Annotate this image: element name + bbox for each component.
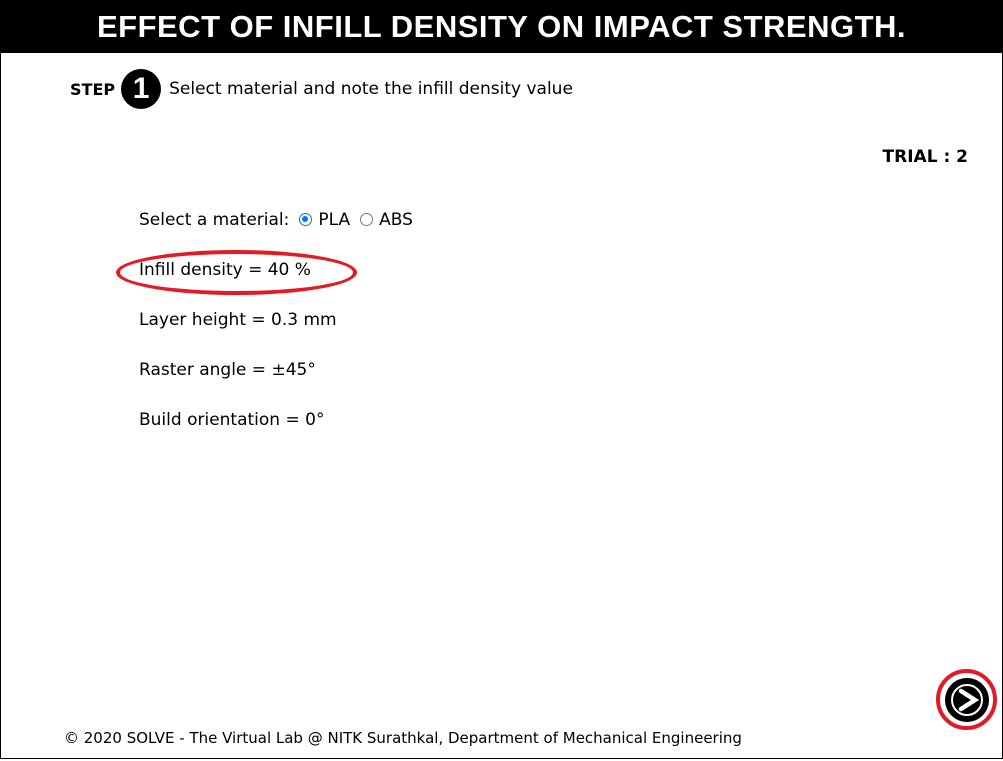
radio-pla[interactable]	[299, 213, 313, 226]
build-orientation-value: Build orientation = 0°	[139, 410, 325, 430]
step-label: STEP	[70, 79, 116, 99]
material-selector: Select a material: PLA ABS	[139, 210, 413, 230]
footer-copyright: © 2020 SOLVE - The Virtual Lab @ NITK Su…	[64, 729, 742, 747]
layer-height-value: Layer height = 0.3 mm	[139, 310, 337, 330]
radio-abs[interactable]	[360, 213, 374, 226]
raster-angle-value: Raster angle = ±45°	[139, 360, 316, 380]
infill-highlight-ellipse	[116, 250, 357, 295]
page-title: EFFECT OF INFILL DENSITY ON IMPACT STREN…	[0, 0, 1003, 53]
next-button[interactable]	[944, 677, 989, 722]
step-indicator: STEP 1 Select material and note the infi…	[70, 69, 573, 109]
radio-pla-label[interactable]: PLA	[318, 210, 351, 230]
next-button-highlight-ring	[936, 669, 997, 730]
trial-counter: TRIAL : 2	[882, 147, 968, 167]
material-label: Select a material:	[139, 210, 290, 230]
next-arrow-icon	[950, 683, 983, 716]
radio-abs-label[interactable]: ABS	[379, 210, 413, 230]
step-number-badge: 1	[121, 69, 162, 109]
step-instruction: Select material and note the infill dens…	[169, 79, 573, 99]
